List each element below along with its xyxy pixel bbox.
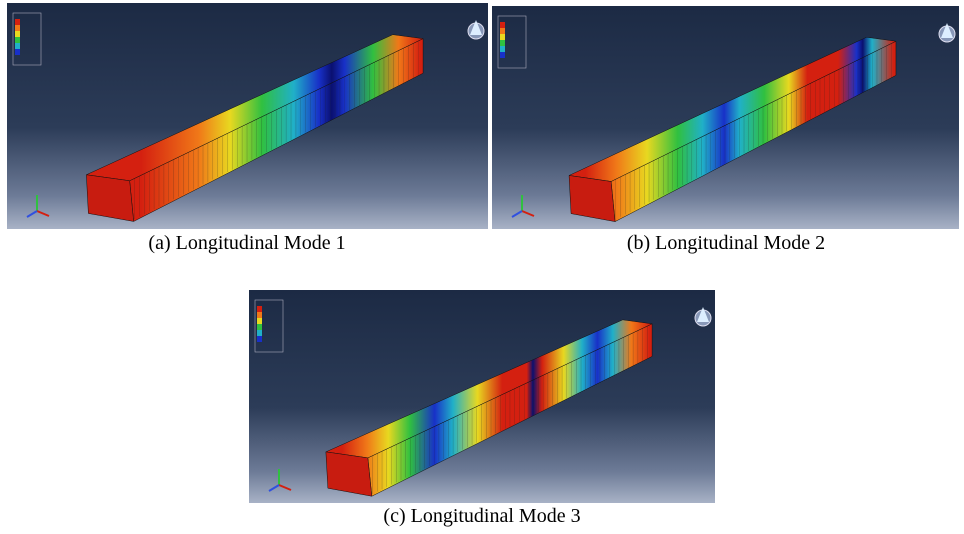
legend-swatch: [500, 52, 505, 58]
legend-swatch: [257, 336, 262, 342]
fea-render: [7, 3, 488, 229]
legend-swatch: [500, 34, 505, 40]
legend-swatch: [257, 312, 262, 318]
legend-swatch: [257, 306, 262, 312]
caption: (a) Longitudinal Mode 1: [7, 232, 487, 255]
legend-swatch: [15, 49, 20, 55]
legend-swatch: [500, 46, 505, 52]
figure-page: (a) Longitudinal Mode 1 (b) Longitudinal…: [0, 0, 964, 534]
legend-swatch: [15, 19, 20, 25]
beam-end: [86, 175, 133, 222]
legend-swatch: [257, 330, 262, 336]
legend-swatch: [500, 40, 505, 46]
legend-swatch: [15, 37, 20, 43]
legend-swatch: [15, 43, 20, 49]
legend-swatch: [257, 318, 262, 324]
fea-render: [492, 6, 959, 229]
legend-swatch: [15, 25, 20, 31]
fea-render: [249, 290, 715, 503]
legend-swatch: [15, 31, 20, 37]
legend-swatch: [500, 28, 505, 34]
caption: (c) Longitudinal Mode 3: [242, 505, 722, 528]
legend-swatch: [500, 22, 505, 28]
beam-end: [569, 175, 615, 221]
caption: (b) Longitudinal Mode 2: [486, 232, 964, 255]
legend-swatch: [257, 324, 262, 330]
